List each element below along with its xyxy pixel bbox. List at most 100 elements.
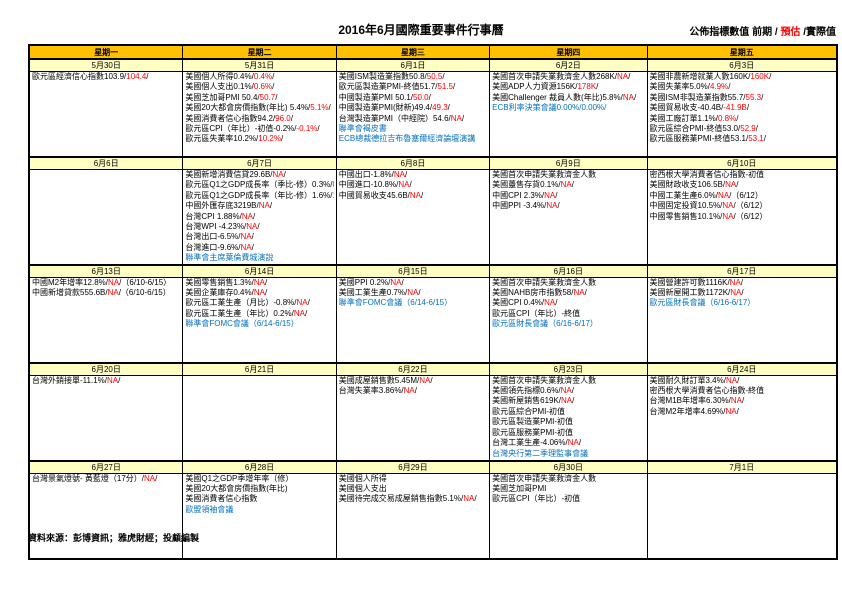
event-line: 台灣M2年增率4.69%/NA/ [650,407,835,417]
event-text: / [405,170,408,179]
date-cell: 6月10日 [646,156,838,170]
event-text: / [474,494,477,504]
event-line: 中國PPI -3.4%/NA/ [492,201,644,211]
event-text: 美國營建許可數1116K/ [649,277,730,287]
event-line: 美國領先指標0.6%/NA/ [492,386,644,396]
event-text: / [280,134,284,144]
event-text: NA [296,298,308,308]
event-text: 104.4 [126,72,147,81]
event-text: NA [560,180,572,190]
event-line: 美國新屋開工數1172K/NA/ [650,288,835,298]
event-line: 美國耐久財訂單3.4%/NA/ [650,376,835,386]
weekday-header: 星期二 [182,44,337,60]
event-text: 4.9% [709,82,729,92]
date-cell: 5月31日 [182,58,337,72]
event-text: / [304,308,308,318]
event-text: / [275,92,278,102]
date-cell: 6月16日 [489,263,648,278]
event-text: 聯準會FOMC會議（6/14-6/15） [185,319,299,329]
event-line: 中國外匯存底3219B/NA/ [185,201,333,211]
page-title: 2016年6月國際重要事件行事曆 [338,23,504,37]
event-line: 美國個人支出 [339,484,487,494]
event-line: 密西根大學消費者信心指數-終值 [650,386,835,396]
event-line: 美國躉售存貨0.1%/NA/ [492,180,644,190]
event-text: 美國Q1之GDP季增年率（修） [185,473,294,483]
event-line: 聯準會褐皮書 [339,124,487,134]
event-text: 美國貿易收支-40.4B/ [649,103,724,113]
event-text: NA [407,288,419,298]
event-text: 歐元區CPI（年比）-初值 [492,494,581,504]
event-text: 55.3 [745,92,762,102]
event-text: / [596,82,599,92]
event-text: / [571,180,574,190]
event-line: 中國CPI 2.3%/NA/ [492,191,644,201]
event-text: 52.9 [740,124,756,134]
event-text: 聯準會FOMC會議（6/14-6/15） [338,298,453,308]
event-line: ECB總裁德拉吉布魯塞爾經濟論壇演講 [339,134,487,144]
date-cell: 5月30日 [28,58,184,72]
event-line: 美國芝加哥PMI 50.4/50.7/ [185,93,333,103]
event-text: / [442,72,445,81]
day-events-cell: 美國首次申請失業救濟金人數 美國NAHB房市指數58/NA/美國CPI 0.4%/… [489,276,648,364]
event-text: 歐元區Q1之GDP成長率（季比-修）0.3%/ [185,180,333,190]
event-text: NA [107,288,119,298]
event-text: / [430,375,433,385]
event-text: / [252,211,256,221]
event-text: NA [722,211,734,221]
day-events-cell: 美國PPI 0.2%/NA/美國工業生產0.7%/NA/聯準會FOMC會議（6/… [335,276,491,364]
legend-prefix: 公佈指標數值 前期 / [689,27,781,38]
event-text: / [737,375,740,385]
event-line: 中國工業生產6.0%/NA/（6/12） [650,191,835,201]
event-text: NA [561,396,573,406]
event-text: / [264,288,268,298]
event-text: / [146,72,149,81]
date-cell: 6月15日 [335,263,491,278]
event-line: 台灣央行第二季理監事會議 [492,449,644,459]
event-text: NA [617,72,629,81]
event-text: NA [241,211,253,221]
event-text: / [283,170,286,179]
event-line: 歐元區製造業PMI-終值51.7/51.5/ [339,82,487,92]
event-text: / [453,82,456,92]
event-text: 台灣WPI -4.23%/ [185,222,247,232]
event-text: 歐元區工業生產（月比）-0.8%/ [185,298,297,308]
event-text: ECB利率決策會議0.00%/0.00%/ [492,103,607,113]
event-text: ECB總裁德拉吉布魯塞爾經濟論壇演講 [338,134,476,144]
event-line: 美國首次申請失業救濟金人數 [492,278,644,288]
day-events-cell: 台灣景氣燈號- 黃藍燈（17分）/NA/ [28,472,184,560]
event-text: 0.4% [253,72,273,81]
day-events-cell: 美國首次申請失業救濟金人數 美國領先指標0.6%/NA/美國新屋銷售619K/NA… [489,374,648,462]
date-cell: 6月23日 [489,361,648,376]
event-text: /（6/12） [729,190,763,200]
event-text: NA [390,277,402,287]
event-text: 美國工廠訂單1.1%/ [649,113,718,123]
day-events-cell [646,472,838,560]
event-text: 歐元區Q1之GDP成長率（年比-修）1.6%/ [185,190,333,200]
event-text: 中國固定投資10.5%/ [649,201,723,211]
event-line: 歐元區CPI（年比）-終值 [492,309,644,319]
event-line: 歐元區財長會議（6/16-6/17） [650,298,835,308]
event-text: NA [573,288,585,298]
event-line: 密西根大學消費者信心指數-初值 [650,170,835,180]
event-text: NA [450,113,462,123]
event-text: 美國20大都會房價指數(年比) 5.4%/ [185,103,311,113]
legend-separator: / [800,27,806,38]
event-text: 美國待完成交易成屋銷售指數5.1%/ [338,494,464,504]
event-text: NA [106,375,119,385]
date-cell: 6月8日 [335,156,491,170]
day-events-cell: 美國首次申請失業救濟金人數268K/NA/美國ADP人力資源156K/178K/… [489,71,648,158]
legend: 公佈指標數值 前期 / 預估 /實際值 [689,23,836,38]
event-text: 美國工業生產0.7%/ [338,288,408,298]
event-text: / [290,113,293,123]
event-text: 中國CPI 2.3%/ [492,190,545,200]
event-line: 歐元區CPI（年比）-初值 [492,494,644,504]
event-text: NA [567,438,579,448]
event-text: / [555,190,558,200]
event-text: 50.0 [413,92,429,102]
event-text: 歐元區綜合PMI-終值53.0/ [649,124,741,134]
event-text: 美國首次申請失業救濟金人數 [492,170,597,179]
event-text: 美國個人支出0.1%/ [185,82,254,92]
event-text: / [414,386,418,396]
event-line: 歐元區製造業PMI-初值 [492,417,644,427]
event-text: 美國NAHB房市指數58/ [492,288,574,298]
